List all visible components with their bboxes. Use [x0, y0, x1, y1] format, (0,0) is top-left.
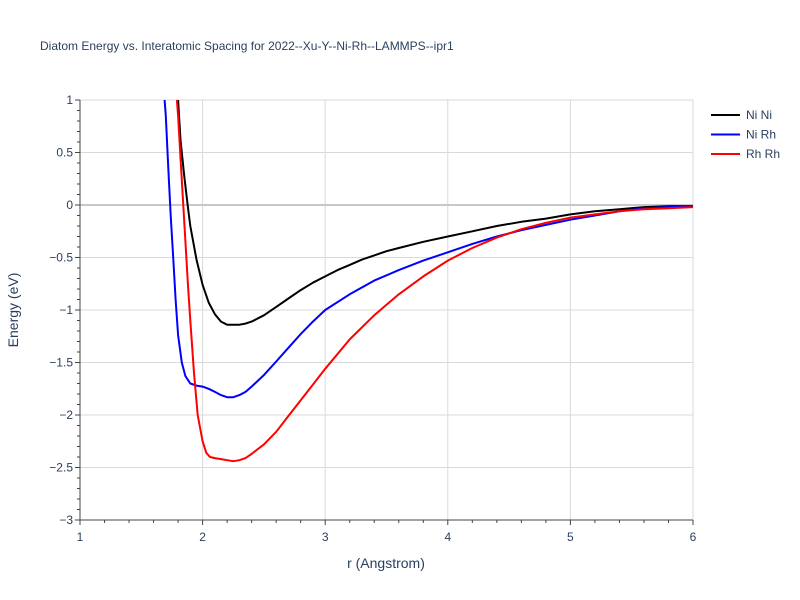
- legend[interactable]: Ni Ni Ni Rh Rh Rh: [711, 108, 780, 161]
- gridlines: [80, 99, 694, 521]
- x-tick-label: 1: [77, 530, 84, 544]
- series-line-ni-ni: [177, 100, 693, 326]
- y-tick-label: 0.5: [56, 146, 73, 160]
- axes: [75, 99, 694, 525]
- y-tick-label: −0.5: [49, 251, 73, 265]
- y-tick-label: 1: [66, 93, 73, 107]
- y-tick-label: 0: [66, 198, 73, 212]
- y-tick-label: −3: [59, 513, 73, 527]
- series-line-ni-rh: [163, 100, 693, 399]
- y-tick-label: −2.5: [49, 461, 73, 475]
- x-tick-label: 4: [444, 530, 451, 544]
- legend-label-ni-ni[interactable]: Ni Ni: [746, 108, 772, 122]
- series-lines: [163, 100, 693, 463]
- series-line-rh-rh: [175, 100, 693, 463]
- x-axis-title: r (Angstrom): [347, 555, 425, 571]
- tick-labels: 1 2 3 4 5 6 1 0.5 0 −0.5 −1 −1.5 −2 −2.5 −3: [49, 93, 696, 544]
- x-tick-label: 5: [567, 530, 574, 544]
- y-tick-label: −2: [59, 408, 73, 422]
- y-tick-label: −1: [59, 303, 73, 317]
- y-axis-title: Energy (eV): [5, 273, 21, 348]
- legend-label-rh-rh[interactable]: Rh Rh: [746, 147, 780, 161]
- chart-title: Diatom Energy vs. Interatomic Spacing fo…: [40, 39, 454, 53]
- y-tick-label: −1.5: [49, 356, 73, 370]
- x-tick-label: 3: [322, 530, 329, 544]
- legend-label-ni-rh[interactable]: Ni Rh: [746, 128, 776, 142]
- x-tick-label: 2: [199, 530, 206, 544]
- x-tick-label: 6: [690, 530, 697, 544]
